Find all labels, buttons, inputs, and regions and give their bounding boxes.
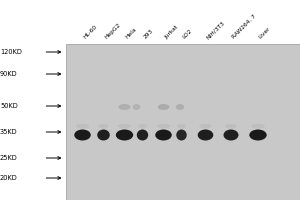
Ellipse shape: [118, 124, 131, 128]
Ellipse shape: [74, 130, 91, 140]
Ellipse shape: [176, 104, 184, 110]
Ellipse shape: [76, 124, 89, 128]
Ellipse shape: [138, 124, 147, 128]
Ellipse shape: [137, 130, 148, 140]
Ellipse shape: [176, 130, 187, 140]
Text: Jurkat: Jurkat: [164, 24, 179, 40]
Text: HepG2: HepG2: [103, 22, 122, 40]
Ellipse shape: [118, 104, 130, 110]
Ellipse shape: [97, 130, 110, 140]
Text: 50KD: 50KD: [0, 103, 18, 109]
Ellipse shape: [225, 124, 237, 128]
Ellipse shape: [133, 104, 140, 110]
Ellipse shape: [199, 124, 212, 128]
Bar: [66, 44, 300, 200]
Ellipse shape: [158, 104, 169, 110]
Ellipse shape: [157, 124, 170, 128]
Ellipse shape: [116, 130, 133, 140]
Text: 90KD: 90KD: [0, 71, 18, 77]
Text: Liver: Liver: [258, 26, 272, 40]
Text: 35KD: 35KD: [0, 129, 18, 135]
Text: 293: 293: [142, 29, 154, 40]
Ellipse shape: [251, 124, 265, 128]
Text: HL-60: HL-60: [82, 24, 98, 40]
Text: NIH/3T3: NIH/3T3: [206, 20, 226, 40]
Text: 120KD: 120KD: [0, 49, 22, 55]
Ellipse shape: [249, 130, 267, 140]
Ellipse shape: [177, 124, 186, 128]
Ellipse shape: [98, 124, 109, 128]
Text: LO2: LO2: [182, 28, 193, 40]
Ellipse shape: [224, 130, 238, 140]
Text: 25KD: 25KD: [0, 155, 18, 161]
Ellipse shape: [198, 130, 213, 140]
Text: 20KD: 20KD: [0, 175, 18, 181]
Text: RAW264. 7: RAW264. 7: [231, 14, 257, 40]
Text: Hela: Hela: [124, 27, 138, 40]
Ellipse shape: [155, 130, 172, 140]
